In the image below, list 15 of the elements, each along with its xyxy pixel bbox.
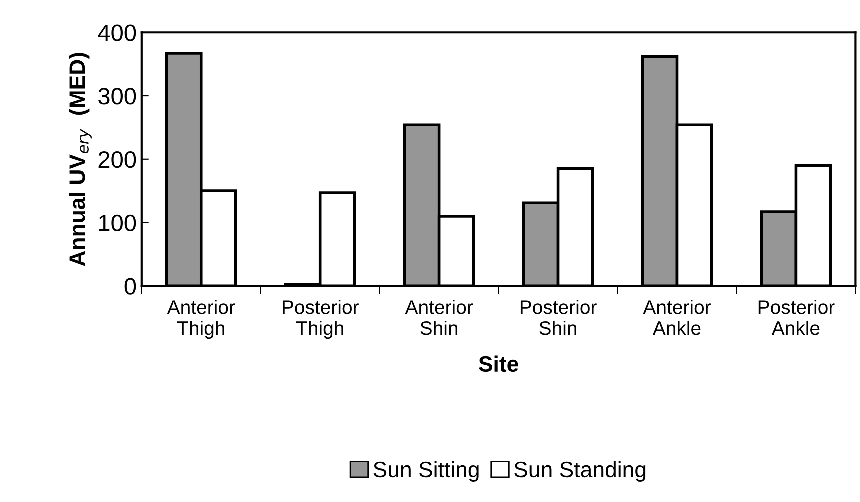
x-tick-label: Anterior Shin xyxy=(405,300,474,336)
y-tick-label: 100 xyxy=(99,214,136,232)
x-tick-label: Posterior Shin xyxy=(520,300,597,336)
x-tick-label: Anterior Thigh xyxy=(167,300,236,340)
x-axis-title: Site xyxy=(479,356,518,372)
y-tick-label: 300 xyxy=(98,88,136,105)
x-tick-label: Anterior Ankle xyxy=(643,300,711,336)
x-tick-label: Posterior Thigh xyxy=(283,300,359,340)
y-tick-label: 400 xyxy=(98,24,136,42)
legend-label: Sun Standing xyxy=(514,461,646,482)
x-tick-label: Posterior Ankle xyxy=(758,300,835,336)
y-tick-label: 0 xyxy=(124,278,136,295)
y-tick-label: 200 xyxy=(98,151,136,168)
y-axis-title: Annual UV$_{ery}$ (MED) xyxy=(68,53,92,266)
legend-label: Sun Sitting xyxy=(374,461,479,482)
